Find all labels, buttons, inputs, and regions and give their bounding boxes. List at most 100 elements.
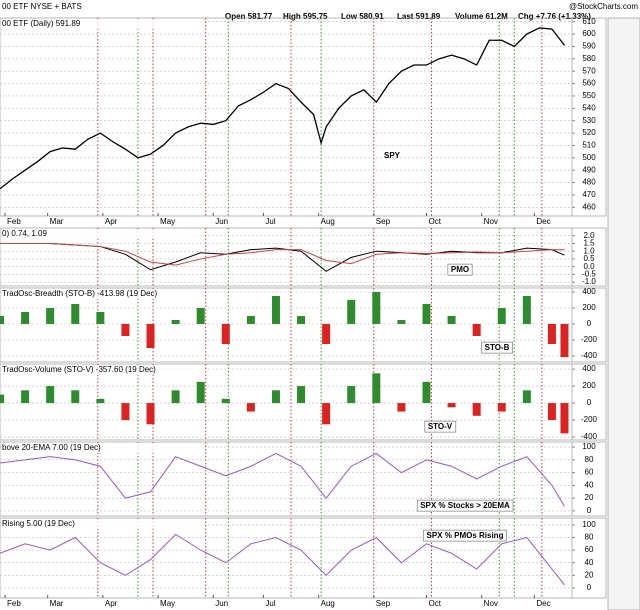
annotation-box	[447, 263, 473, 276]
title-bg	[1, 19, 201, 29]
x-tick-label: May	[160, 217, 175, 226]
title-bg	[1, 365, 201, 375]
bar	[96, 312, 105, 324]
y-tick-label: 520	[582, 128, 596, 137]
y-tick-label: 2.0	[583, 231, 595, 240]
bar	[171, 320, 180, 324]
title-bg	[1, 289, 201, 299]
bar	[121, 403, 130, 421]
quote-item: Chg +7.76 (+1.33%)	[518, 12, 591, 21]
x-tick-label: Apr	[105, 217, 118, 226]
bar	[497, 403, 506, 412]
y-tick-label: 0.0	[583, 262, 595, 271]
annotation-box	[416, 499, 514, 512]
panel-annotation: STO-B	[485, 343, 510, 352]
bar	[271, 390, 280, 404]
bar	[146, 324, 155, 348]
y-tick-label: 0	[587, 506, 592, 515]
title-bg	[1, 519, 201, 529]
bar	[447, 403, 456, 408]
panel-title: 0) 0.74, 1.09	[2, 229, 47, 238]
bar	[297, 316, 306, 324]
x-tick-label: Dec	[536, 599, 550, 608]
panel-title: TradOsc-Volume (STO-V) -357.60 (19 Dec)	[2, 365, 156, 374]
x-tick-label: Mar	[50, 599, 64, 608]
x-tick-label: Aug	[321, 217, 335, 226]
y-tick-label: 610	[582, 17, 596, 26]
y-tick-label: 490	[582, 165, 596, 174]
bar	[71, 304, 80, 324]
y-tick-label: -0.5	[582, 270, 596, 279]
side-chart	[607, 17, 640, 610]
bar	[246, 403, 255, 412]
y-tick-label: 20	[585, 493, 594, 502]
panel-frame	[0, 363, 607, 441]
y-tick-label: 200	[582, 381, 596, 390]
bar	[472, 324, 481, 336]
quote-item: Volume 61.2M	[455, 12, 508, 21]
y-tick-label: 0	[587, 398, 592, 407]
bar	[397, 320, 406, 324]
x-tick-label: Feb	[7, 217, 21, 226]
y-tick-label: 1.0	[583, 246, 595, 255]
y-tick-label: 0.5	[583, 254, 595, 263]
bar	[171, 390, 180, 404]
y-tick-label: 40	[585, 558, 594, 567]
y-tick-label: 510	[582, 141, 596, 150]
bar	[472, 403, 481, 416]
bar	[560, 324, 569, 358]
y-tick-label: 0	[587, 319, 592, 328]
bar	[497, 308, 506, 324]
bar	[0, 394, 4, 404]
y-tick-label: 540	[582, 103, 596, 112]
bar	[146, 403, 155, 425]
quote-item: Low 580.91	[341, 12, 384, 21]
panel-title: 00 ETF (Daily) 591.89	[2, 19, 81, 28]
bar	[422, 304, 431, 324]
panel-title: TradOsc-Breadth (STO-B) -413.98 (19 Dec)	[2, 289, 158, 298]
bar	[271, 296, 280, 324]
annotation-box	[423, 529, 507, 542]
y-tick-label: 60	[585, 468, 594, 477]
x-tick-label: Oct	[428, 217, 441, 226]
bar	[21, 312, 30, 324]
panel-annotation: PMO	[451, 265, 469, 274]
bar	[46, 308, 55, 324]
x-tick-label: Sep	[376, 599, 391, 608]
panel-title: bove 20-EMA 7.00 (19 Dec)	[2, 443, 101, 452]
bar	[372, 292, 381, 324]
bar	[397, 403, 406, 412]
bar	[71, 390, 80, 404]
panel-title: Rising 5.00 (19 Dec)	[2, 519, 75, 528]
bar	[422, 381, 431, 404]
x-tick-label: Oct	[428, 599, 441, 608]
y-tick-label: 80	[585, 533, 594, 542]
bar	[221, 324, 230, 344]
bar	[522, 390, 531, 404]
quote-item: High 595.75	[283, 12, 328, 21]
x-tick-label: Mar	[50, 217, 64, 226]
panel-frame	[0, 517, 607, 599]
bar	[347, 386, 356, 404]
quote-item: Open 581.77	[225, 12, 273, 21]
series-line	[0, 533, 565, 586]
y-tick-label: 0	[587, 583, 592, 592]
bar	[121, 324, 130, 336]
y-tick-label: -400	[581, 432, 598, 441]
bar	[347, 300, 356, 324]
bar	[196, 308, 205, 324]
series-line	[0, 27, 565, 190]
x-tick-label: Feb	[7, 599, 21, 608]
bar	[297, 386, 306, 404]
bar	[372, 373, 381, 404]
bar	[0, 316, 4, 324]
y-tick-label: 460	[582, 202, 596, 211]
panel-frame	[0, 287, 607, 363]
y-tick-label: -200	[581, 335, 598, 344]
bar	[560, 403, 569, 434]
x-tick-label: Apr	[105, 599, 118, 608]
x-tick-label: Nov	[484, 217, 498, 226]
series-line	[0, 242, 565, 266]
